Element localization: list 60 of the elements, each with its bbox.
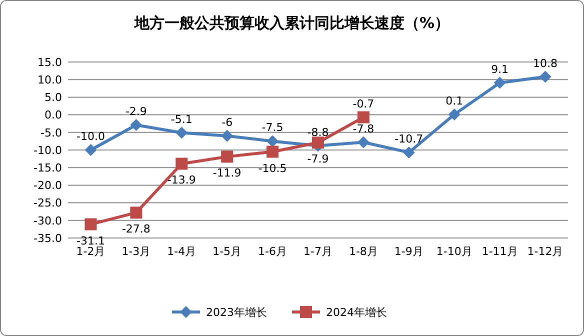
point bbox=[266, 135, 279, 148]
point bbox=[130, 206, 142, 219]
data-label: 9.1 bbox=[491, 62, 509, 76]
y-tick-label: 10.0 bbox=[38, 73, 62, 86]
data-label: -7.9 bbox=[307, 152, 329, 166]
point bbox=[130, 119, 142, 132]
point bbox=[84, 144, 97, 156]
data-label: -10.5 bbox=[258, 162, 287, 175]
point bbox=[266, 146, 279, 158]
data-label: -27.8 bbox=[122, 222, 150, 236]
x-tick-label: 1-2月 bbox=[76, 245, 106, 258]
y-tick-label: -15.0 bbox=[34, 161, 62, 174]
point bbox=[448, 108, 460, 120]
y-tick-label: 15.0 bbox=[38, 56, 62, 69]
point bbox=[176, 158, 188, 170]
point bbox=[494, 76, 506, 89]
x-tick-label: 1-3月 bbox=[122, 245, 151, 258]
data-label: -2.9 bbox=[125, 105, 147, 118]
data-label: 0.1 bbox=[446, 94, 464, 108]
data-label: -5.1 bbox=[170, 112, 192, 126]
data-label: -7.8 bbox=[352, 122, 374, 136]
x-tick-label: 1-12月 bbox=[527, 245, 564, 258]
legend-label: 2024年增长 bbox=[326, 306, 387, 319]
data-label: -10.0 bbox=[76, 130, 105, 143]
x-tick-label: 1-6月 bbox=[258, 245, 288, 258]
y-tick-label: -5.0 bbox=[40, 126, 62, 140]
x-tick-label: 1-5月 bbox=[212, 245, 242, 258]
data-label: -13.9 bbox=[167, 174, 196, 187]
point bbox=[357, 111, 370, 124]
x-tick-label: 1-7月 bbox=[304, 245, 332, 258]
data-label: -7.5 bbox=[262, 121, 284, 134]
y-tick-label: -25.0 bbox=[34, 196, 62, 210]
point bbox=[312, 136, 324, 149]
point bbox=[84, 218, 97, 230]
x-tick-label: 1-10月 bbox=[436, 245, 472, 258]
chart-title: 地方一般公共预算收入累计同比增长速度（%） bbox=[133, 14, 450, 32]
y-tick-label: 0.0 bbox=[44, 108, 62, 122]
data-label: 10.8 bbox=[533, 56, 558, 70]
y-tick-label: -20.0 bbox=[34, 179, 62, 192]
point bbox=[221, 150, 234, 163]
point bbox=[402, 146, 415, 158]
data-label: -10.7 bbox=[394, 132, 424, 146]
x-tick-label: 1-4月 bbox=[167, 245, 196, 258]
point bbox=[539, 70, 552, 83]
x-tick-label: 1-9月 bbox=[394, 245, 424, 258]
y-tick-label: -10.0 bbox=[34, 144, 62, 157]
point bbox=[357, 136, 370, 148]
point bbox=[221, 130, 234, 142]
data-label: -6 bbox=[222, 116, 233, 129]
x-tick-label: 1-8月 bbox=[348, 245, 378, 258]
y-tick-label: 5.0 bbox=[44, 91, 62, 104]
data-label: -31.1 bbox=[76, 234, 105, 248]
data-label: -8.8 bbox=[307, 126, 329, 139]
y-tick-label: -30.0 bbox=[34, 214, 62, 228]
data-label: -0.7 bbox=[352, 97, 374, 110]
legend-label: 2023年增长 bbox=[206, 306, 267, 319]
y-tick-label: -35.0 bbox=[34, 232, 62, 245]
point bbox=[176, 126, 188, 139]
x-tick-label: 1-11月 bbox=[482, 245, 518, 258]
data-label: -11.9 bbox=[212, 166, 242, 180]
